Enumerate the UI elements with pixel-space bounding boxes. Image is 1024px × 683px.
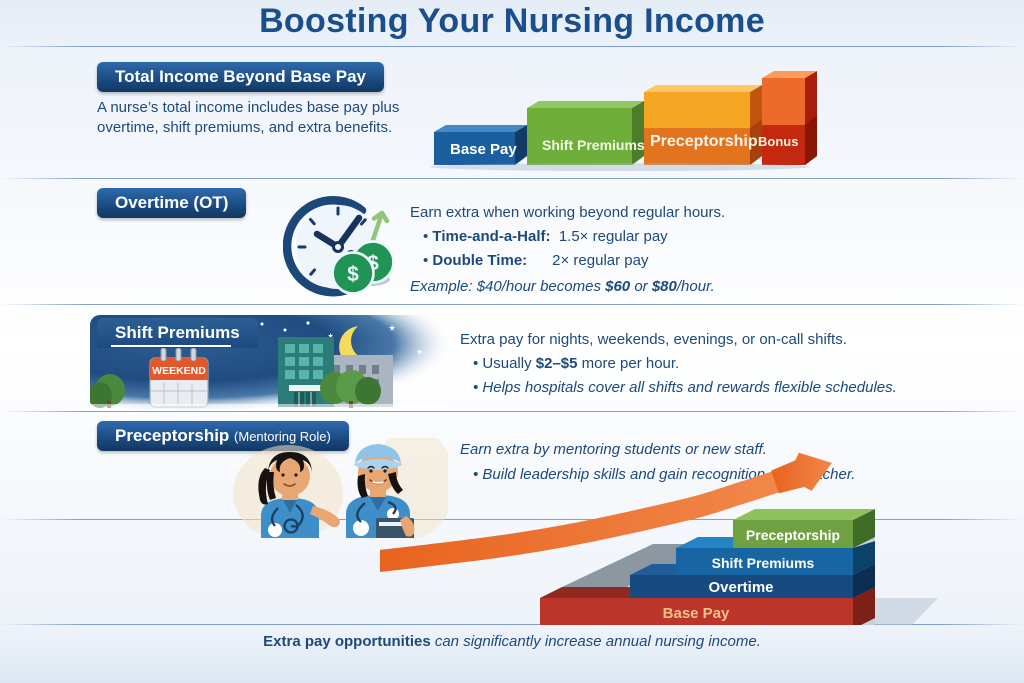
svg-text:Shift Premiums: Shift Premiums	[542, 137, 645, 153]
svg-text:Preceptorship: Preceptorship	[746, 527, 840, 543]
svg-text:Preceptorship: Preceptorship	[650, 133, 758, 150]
svg-text:Overtime: Overtime	[708, 579, 773, 596]
svg-text:Bonus: Bonus	[758, 134, 798, 149]
svg-text:Base Pay: Base Pay	[450, 141, 517, 158]
svg-text:$: $	[347, 263, 359, 286]
svg-text:Shift Premiums: Shift Premiums	[712, 555, 815, 571]
svg-text:Base Pay: Base Pay	[663, 605, 730, 622]
svg-text:WEEKEND: WEEKEND	[152, 365, 206, 377]
